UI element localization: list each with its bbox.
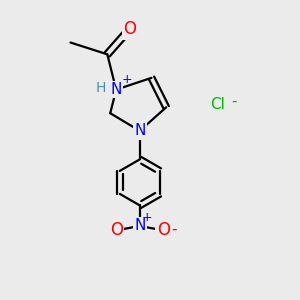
Text: -: -	[231, 94, 237, 109]
Text: H: H	[96, 81, 106, 95]
Text: N: N	[134, 123, 146, 138]
Text: +: +	[121, 73, 132, 86]
Text: -: -	[172, 221, 177, 236]
Text: N: N	[134, 218, 146, 233]
Text: O: O	[123, 20, 136, 38]
Text: N: N	[110, 82, 122, 97]
Text: O: O	[110, 221, 123, 239]
Text: O: O	[157, 221, 170, 239]
Text: +: +	[142, 211, 152, 224]
Text: Cl: Cl	[210, 97, 225, 112]
